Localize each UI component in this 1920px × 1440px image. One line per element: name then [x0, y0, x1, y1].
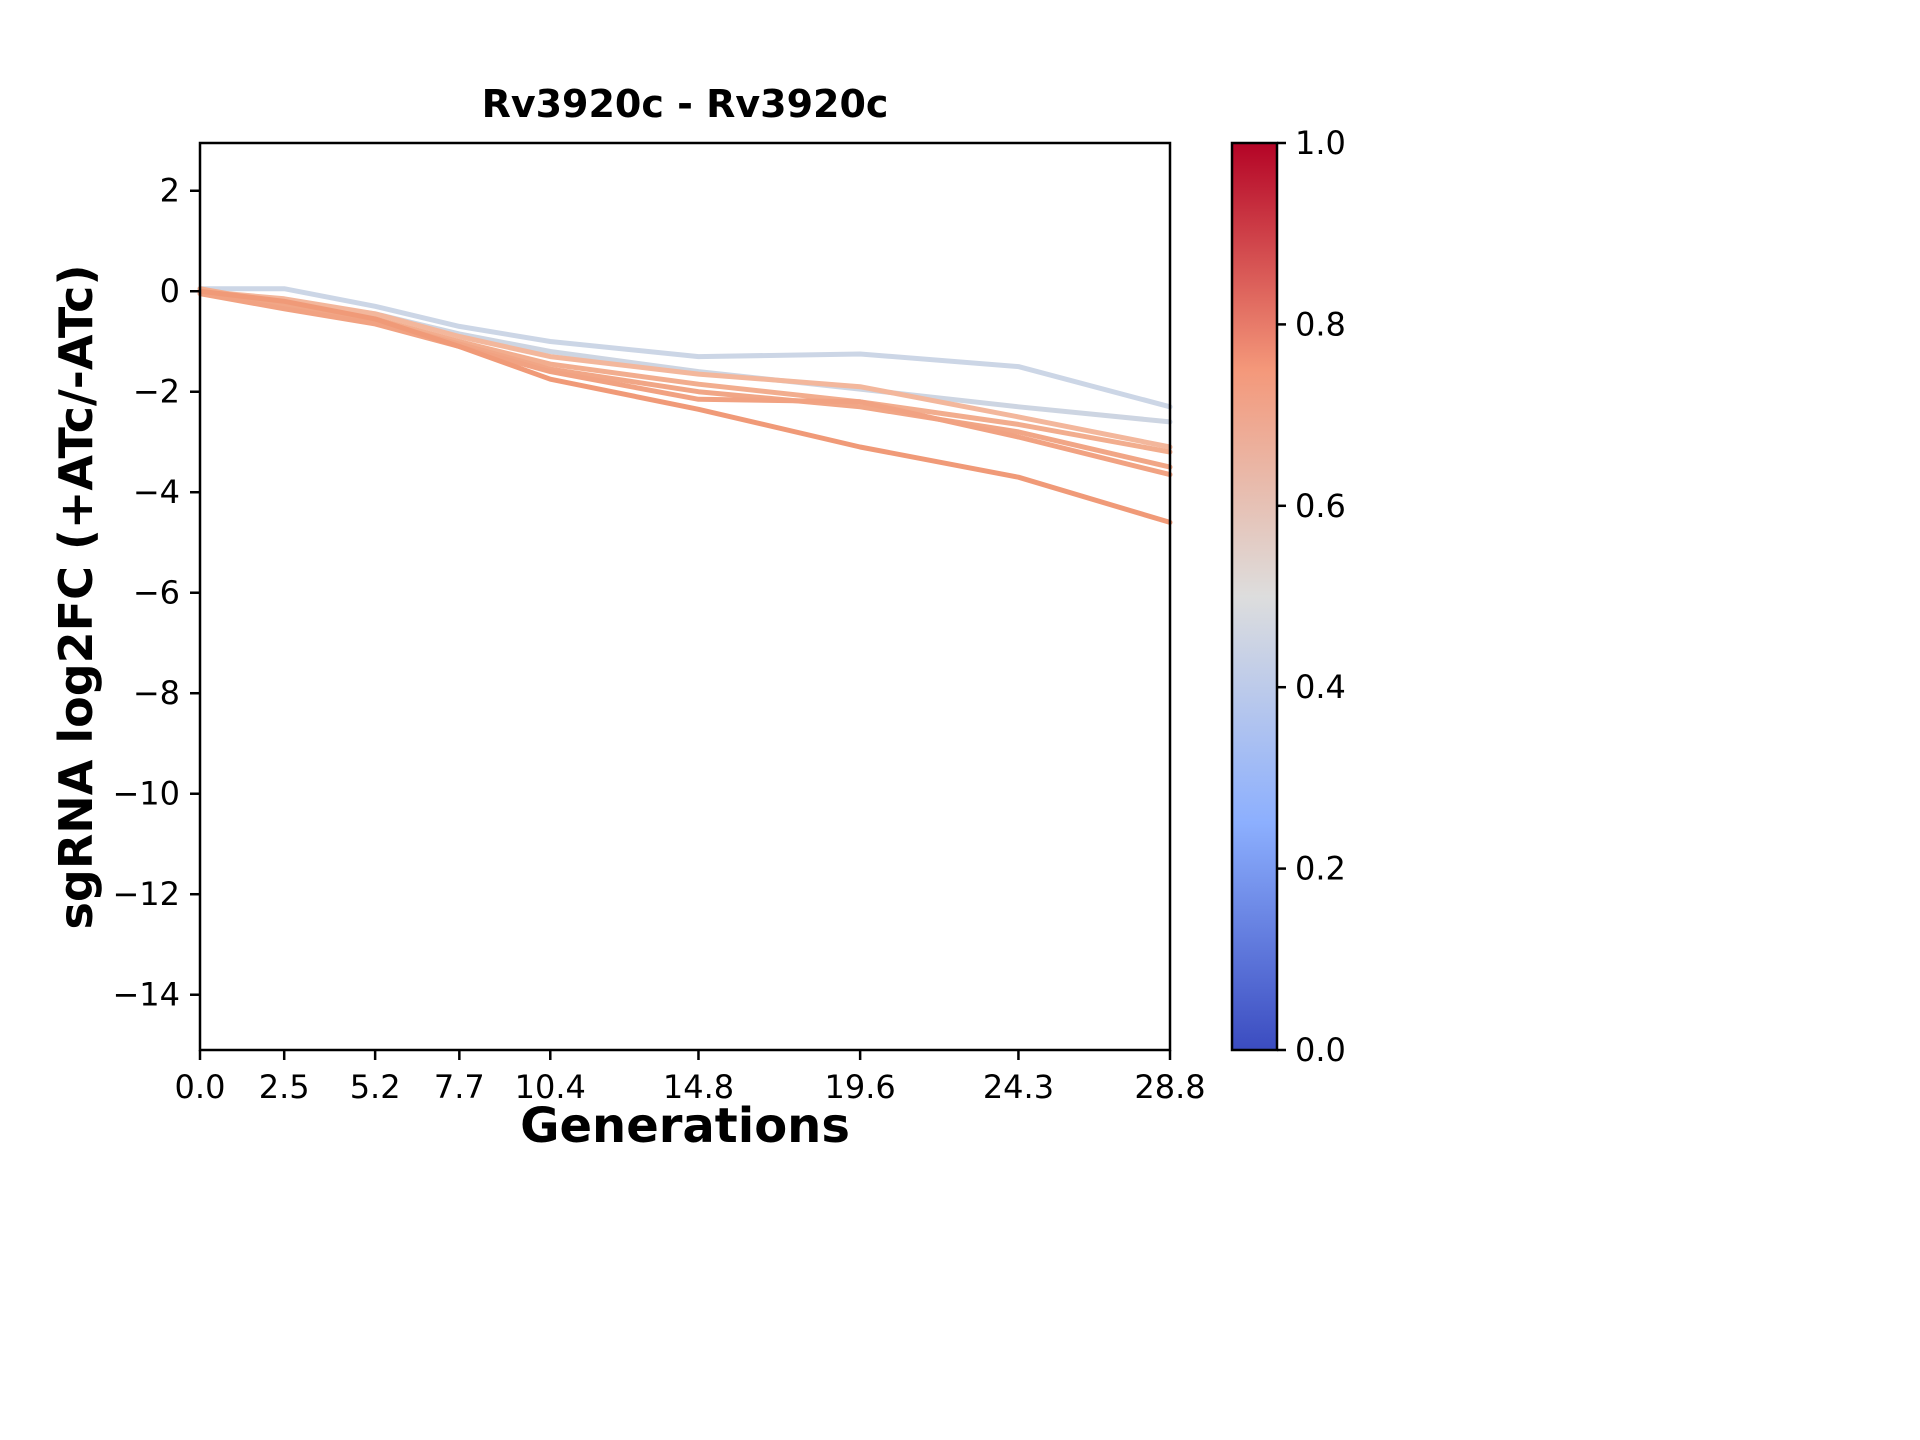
x-tick-label: 14.8: [663, 1068, 734, 1106]
x-tick-label: 19.6: [825, 1068, 896, 1106]
y-tick-label: −10: [112, 775, 180, 813]
x-tick-label: 5.2: [350, 1068, 401, 1106]
colorbar-tick-label: 0.4: [1295, 668, 1346, 706]
axes-frame: [198, 141, 1172, 1052]
series-line-sgRNA-3: [197, 288, 1173, 450]
chart-title: Rv3920c - Rv3920c: [481, 82, 889, 126]
colorbar: [1230, 141, 1279, 1052]
y-tick-label: −6: [133, 574, 180, 612]
y-tick-label: −2: [133, 373, 180, 411]
series-line-sgRNA-1: [197, 286, 1173, 410]
colorbar-tick-label: 0.8: [1295, 305, 1346, 343]
y-tick-label: 2: [160, 172, 180, 210]
x-tick-label: 28.8: [1134, 1068, 1205, 1106]
y-tick-label: −4: [133, 473, 180, 511]
series-line-sgRNA-7: [197, 288, 1173, 525]
x-tick-label: 10.4: [515, 1068, 586, 1106]
colorbar-tick-label: 1.0: [1295, 124, 1346, 162]
colorbar-tick-label: 0.2: [1295, 850, 1346, 888]
y-tick-label: −12: [112, 875, 180, 913]
y-tick-label: −8: [133, 674, 180, 712]
x-tick-label: 24.3: [983, 1068, 1054, 1106]
colorbar-tick-label: 0.6: [1295, 487, 1346, 525]
x-tick-label: 2.5: [259, 1068, 310, 1106]
colorbar-tick-label: 0.0: [1295, 1031, 1346, 1069]
x-tick-label: 7.7: [434, 1068, 485, 1106]
y-axis-label: sgRNA log2FC (+ATc/-ATc): [49, 264, 103, 930]
series-line-sgRNA-6: [197, 291, 1173, 478]
x-tick-label: 0.0: [175, 1068, 226, 1106]
x-axis-label: Generations: [520, 1098, 850, 1154]
y-tick-label: 0: [160, 272, 180, 310]
y-tick-label: −14: [112, 976, 180, 1014]
